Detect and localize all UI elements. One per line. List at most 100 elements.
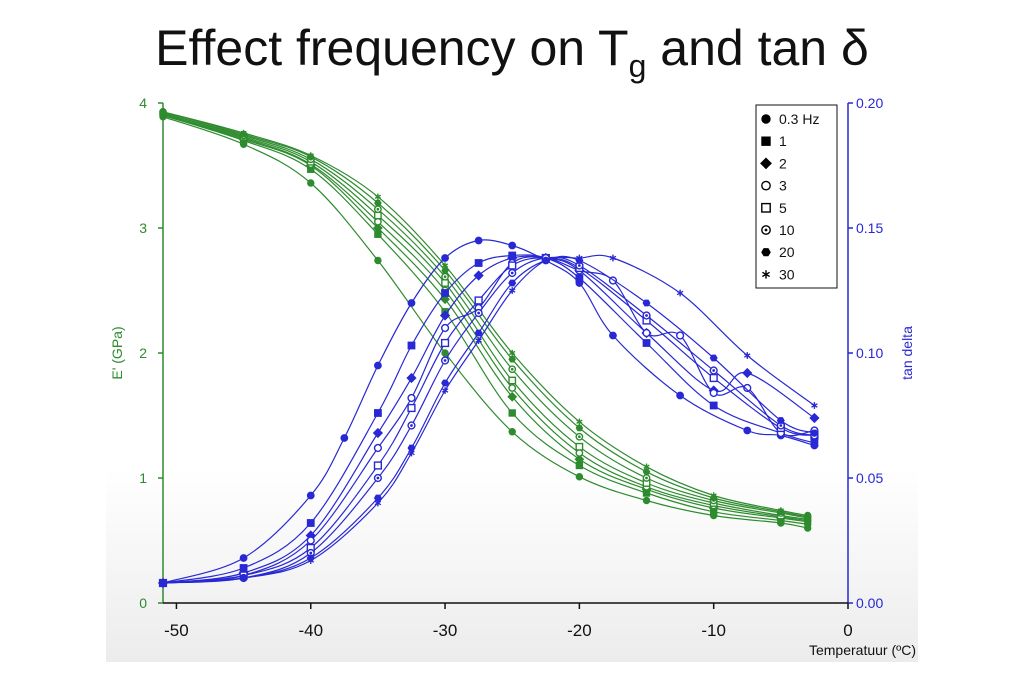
modulus-point-core xyxy=(645,476,648,480)
y-tick-label-right: 0.15 xyxy=(856,220,883,236)
title-subscript: g xyxy=(628,48,647,84)
y-axis-label-left: E' (GPa) xyxy=(109,326,125,379)
x-tick-label: -50 xyxy=(164,621,189,640)
legend-marker xyxy=(761,202,771,213)
tan-delta-point-core xyxy=(712,369,716,372)
tan-delta-point-stroke xyxy=(811,403,818,408)
tan-delta-point xyxy=(440,356,450,365)
modulus-line-3 xyxy=(162,113,808,522)
tan-delta-point-core xyxy=(309,551,313,555)
tan-delta-point-stroke xyxy=(374,500,382,506)
y-tick-label-right: 0.20 xyxy=(856,95,883,111)
tan-delta-point xyxy=(474,329,483,337)
modulus-point-core xyxy=(577,435,581,439)
legend-label: 0.3 Hz xyxy=(779,111,819,127)
tan-delta-point xyxy=(709,388,718,398)
y-tick-label-left: 0 xyxy=(139,595,147,611)
legend-marker xyxy=(761,180,771,191)
tan-delta-point-stroke xyxy=(408,450,415,456)
title-tail-text: and tan δ xyxy=(646,20,869,76)
tan-delta-line-7 xyxy=(162,254,815,584)
legend-marker-stroke xyxy=(762,271,770,278)
tan-delta-point xyxy=(407,393,416,403)
tan-delta-point-stroke xyxy=(676,290,684,296)
x-tick-label: -10 xyxy=(701,621,726,640)
tan-delta-line-2 xyxy=(162,255,815,584)
modulus-point xyxy=(374,256,382,265)
tan-delta-point xyxy=(306,519,315,527)
x-tick-label: -30 xyxy=(433,621,458,640)
modulus-point-core xyxy=(443,275,447,279)
tan-delta-point xyxy=(642,328,651,338)
tan-delta-point-core xyxy=(510,271,514,275)
modulus-point xyxy=(508,428,516,436)
tan-delta-point xyxy=(508,268,517,278)
tan-delta-point xyxy=(709,401,718,410)
tan-delta-point xyxy=(407,421,416,430)
tan-delta-point xyxy=(474,259,483,267)
legend-label: 20 xyxy=(779,244,795,260)
modulus-point xyxy=(509,349,516,357)
modulus-point-stroke xyxy=(643,464,650,469)
legend-label: 3 xyxy=(779,178,787,194)
modulus-point xyxy=(642,496,651,505)
modulus-line-6 xyxy=(162,111,808,518)
tan-delta-point-stroke xyxy=(159,580,167,586)
modulus-point xyxy=(508,409,516,417)
tan-delta-point xyxy=(676,391,685,400)
tan-delta-point xyxy=(809,412,820,424)
tan-delta-point xyxy=(372,427,384,439)
modulus-point-core xyxy=(376,207,380,211)
tan-delta-point xyxy=(642,339,651,347)
tan-delta-line-4 xyxy=(162,257,815,584)
tan-delta-point xyxy=(474,308,483,318)
tan-delta-point xyxy=(508,287,516,294)
modulus-point xyxy=(643,463,650,470)
tan-delta-point-core xyxy=(477,311,481,315)
legend-label: 1 xyxy=(779,133,787,149)
tan-delta-point xyxy=(240,574,247,582)
modulus-point xyxy=(508,365,517,374)
modulus-point xyxy=(441,279,449,287)
tan-delta-point-core xyxy=(577,264,581,267)
tan-delta-point xyxy=(743,352,751,359)
modulus-point xyxy=(307,152,314,159)
legend-marker xyxy=(761,114,771,124)
modulus-line-2 xyxy=(162,113,808,523)
title-main-text: Effect frequency on T xyxy=(155,20,629,76)
legend-marker xyxy=(761,136,771,146)
tan-delta-point-stroke xyxy=(542,258,550,263)
legend-box xyxy=(755,104,838,289)
tan-delta-line-5 xyxy=(162,256,815,584)
tan-delta-point-core xyxy=(779,424,783,427)
tan-delta-point xyxy=(742,367,753,379)
tan-delta-point xyxy=(709,366,718,375)
modulus-point xyxy=(374,211,382,220)
modulus-point xyxy=(374,199,382,207)
modulus-point-core xyxy=(510,367,514,371)
tan-delta-point xyxy=(642,299,651,307)
x-tick-label: -40 xyxy=(298,621,323,640)
modulus-point xyxy=(642,468,651,475)
modulus-point-stroke xyxy=(509,350,516,356)
modulus-point xyxy=(575,424,584,432)
tan-delta-point xyxy=(676,331,685,340)
tan-delta-point xyxy=(374,361,382,370)
tan-delta-line-3 xyxy=(162,256,815,584)
modulus-point xyxy=(575,449,584,457)
modulus-point xyxy=(508,384,517,392)
legend-marker xyxy=(760,157,772,170)
tan-delta-point-stroke xyxy=(743,353,751,358)
tan-delta-point xyxy=(440,338,450,348)
tan-delta-point xyxy=(743,426,752,435)
tan-delta-point xyxy=(709,354,718,362)
tan-delta-point xyxy=(474,236,483,245)
legend-label: 10 xyxy=(779,222,795,238)
modulus-point xyxy=(508,376,517,385)
y-tick-label-right: 0.10 xyxy=(856,345,883,361)
tan-delta-point xyxy=(441,254,449,262)
tan-delta-line-1 xyxy=(162,254,815,584)
tan-delta-point xyxy=(508,261,517,270)
tan-delta-point xyxy=(441,379,450,387)
